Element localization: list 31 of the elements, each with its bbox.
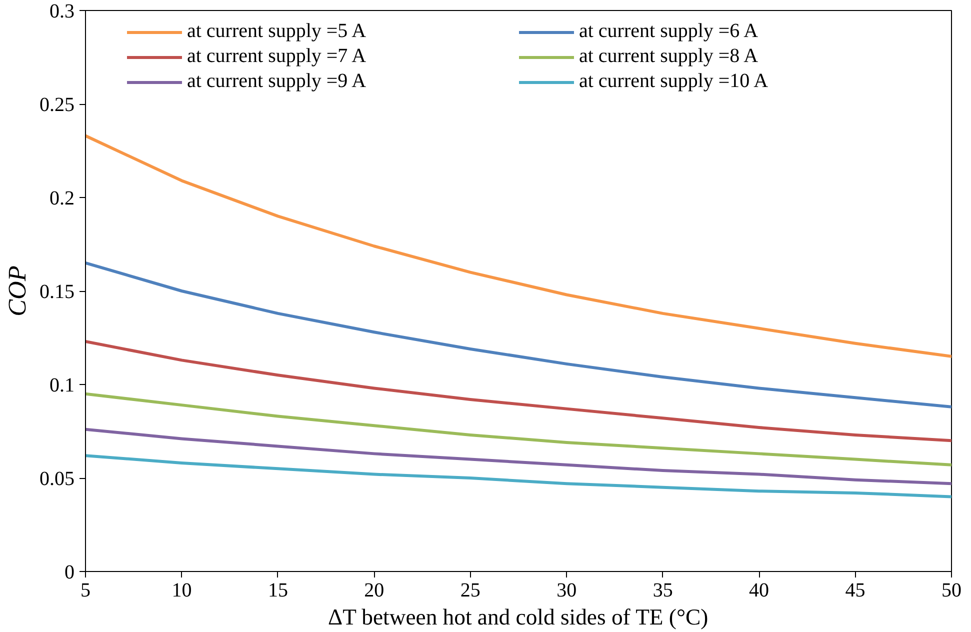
y-tick-label: 0.05 <box>40 468 74 490</box>
line-series <box>86 392 952 466</box>
x-tick-label: 15 <box>268 580 288 602</box>
legend-label: at current supply =8 A <box>579 45 760 68</box>
x-tick-label: 5 <box>80 580 90 602</box>
x-tick-label: 30 <box>556 580 577 602</box>
legend-label: at current supply =10 A <box>579 70 770 93</box>
x-tick-label: 50 <box>942 580 962 602</box>
y-tick-label: 0 <box>64 562 74 584</box>
line-series <box>86 454 952 498</box>
y-tick-label: 0.25 <box>40 94 74 116</box>
x-tick-label: 10 <box>172 580 192 602</box>
legend-label: at current supply =9 A <box>187 70 368 93</box>
line-series <box>86 134 952 358</box>
y-tick-label: 0.1 <box>50 374 74 396</box>
y-axis-title: COP <box>4 266 32 316</box>
x-tick-label: 35 <box>652 580 673 602</box>
x-tick-label: 45 <box>845 580 866 602</box>
x-tick-label: 20 <box>364 580 384 602</box>
y-tick-label: 0.15 <box>40 281 74 303</box>
legend-label: at current supply =5 A <box>187 20 368 43</box>
x-tick-label: 25 <box>460 580 480 602</box>
legend-label: at current supply =6 A <box>579 20 760 43</box>
line-series <box>86 261 952 408</box>
y-tick-label: 0.2 <box>50 188 74 210</box>
line-series <box>86 428 952 486</box>
line-series <box>86 340 952 442</box>
y-tick-label: 0.3 <box>50 0 74 22</box>
legend-label: at current supply =7 A <box>187 45 368 68</box>
x-tick-label: 40 <box>749 580 770 602</box>
x-axis-title: ΔT between hot and cold sides of TE (°C) <box>328 604 708 630</box>
